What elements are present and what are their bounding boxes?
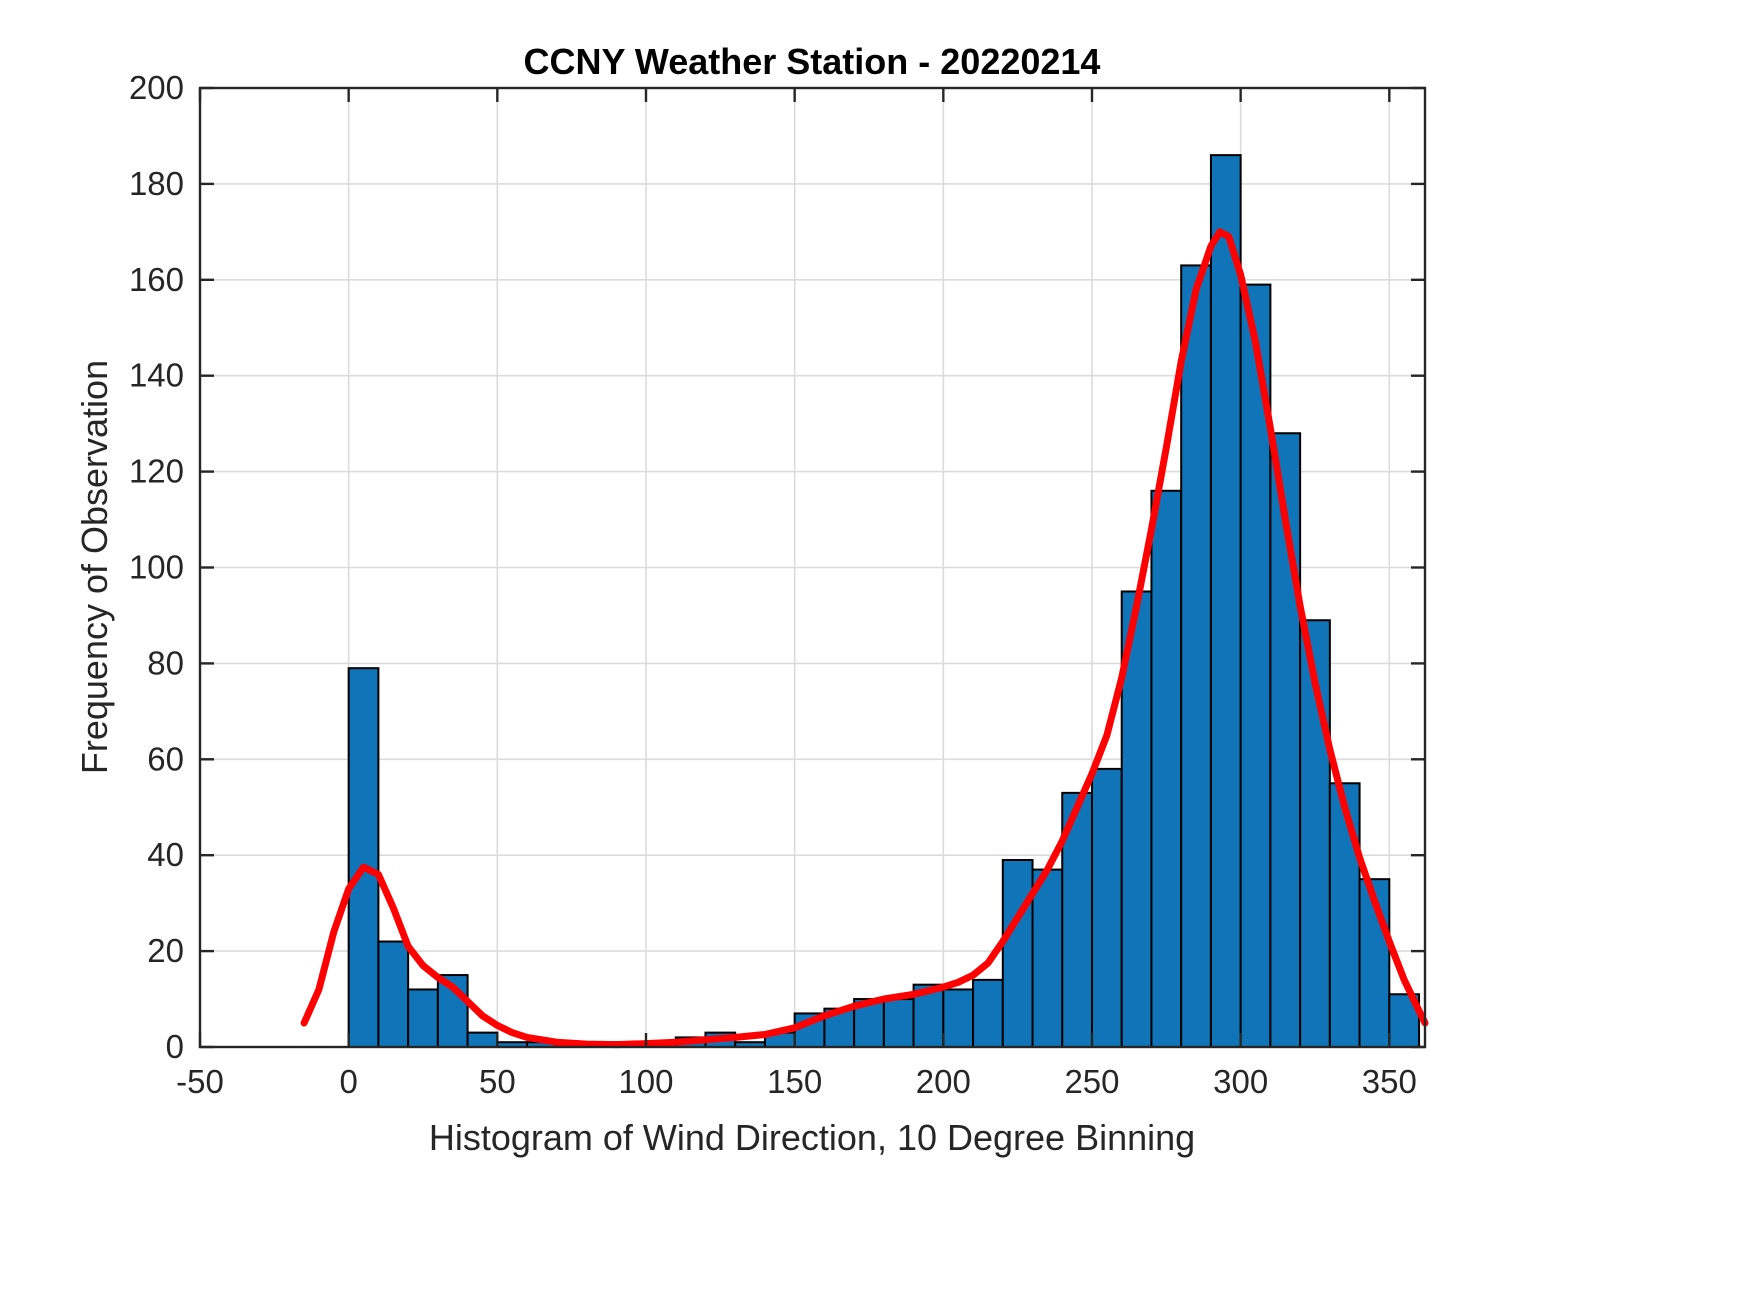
chart-title: CCNY Weather Station - 20220214 [523, 41, 1101, 82]
histogram-bar [407, 988, 439, 1049]
histogram-bar [972, 978, 1004, 1048]
histogram-bar [1001, 858, 1034, 1048]
histogram-bar [1090, 767, 1123, 1048]
histogram-bar [942, 988, 975, 1049]
x-tick-label: 350 [1362, 1063, 1417, 1100]
x-tick-label: 300 [1213, 1063, 1268, 1100]
fit-curve [300, 228, 1429, 1049]
histogram-bar [347, 667, 380, 1048]
y-tick-label: 20 [147, 932, 184, 969]
y-tick-label: 60 [147, 740, 184, 777]
histogram-bar [1031, 868, 1064, 1049]
y-tick-label: 40 [147, 836, 184, 873]
x-tick-label: 0 [339, 1063, 357, 1100]
y-tick-label: 200 [129, 69, 184, 106]
histogram-bar [1150, 489, 1183, 1048]
y-tick-label: 0 [166, 1028, 184, 1065]
y-tick-label: 100 [129, 549, 184, 586]
histogram-bar [466, 1031, 499, 1048]
x-tick-label: 50 [479, 1063, 516, 1100]
y-tick-label: 120 [129, 453, 184, 490]
histogram-bar [882, 998, 915, 1048]
x-tick-label: -50 [176, 1063, 224, 1100]
histogram-bar [377, 940, 410, 1049]
x-tick-label: 100 [618, 1063, 673, 1100]
y-tick-label: 80 [147, 644, 184, 681]
x-tick-label: 150 [767, 1063, 822, 1100]
x-tick-label: 250 [1064, 1063, 1119, 1100]
y-tick-label: 180 [129, 165, 184, 202]
histogram-bar [1209, 154, 1242, 1048]
histogram-bar [1180, 264, 1212, 1049]
x-axis-label: Histogram of Wind Direction, 10 Degree B… [428, 1117, 1196, 1158]
y-tick-label: 140 [129, 357, 184, 394]
y-axis-label: Frequency of Observation [74, 359, 115, 775]
histogram-bar [1328, 782, 1361, 1049]
x-tick-label: 200 [916, 1063, 971, 1100]
y-tick-label: 160 [129, 261, 184, 298]
